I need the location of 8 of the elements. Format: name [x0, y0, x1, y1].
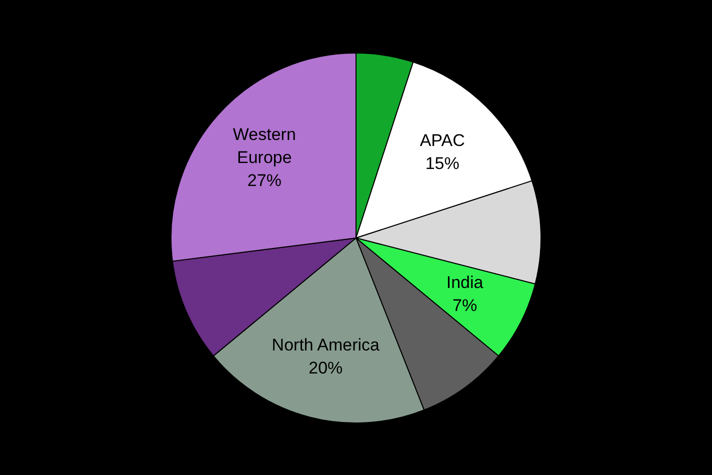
slice-label: North America [272, 336, 380, 355]
slice-label: India [446, 272, 484, 292]
data-label: 7% [452, 296, 478, 315]
slice-label: Western Europe [232, 125, 296, 168]
data-label: 27% [247, 171, 282, 190]
data-label: 15% [425, 154, 460, 174]
data-label: 20% [308, 358, 343, 378]
slice-label: APAC [420, 131, 465, 150]
